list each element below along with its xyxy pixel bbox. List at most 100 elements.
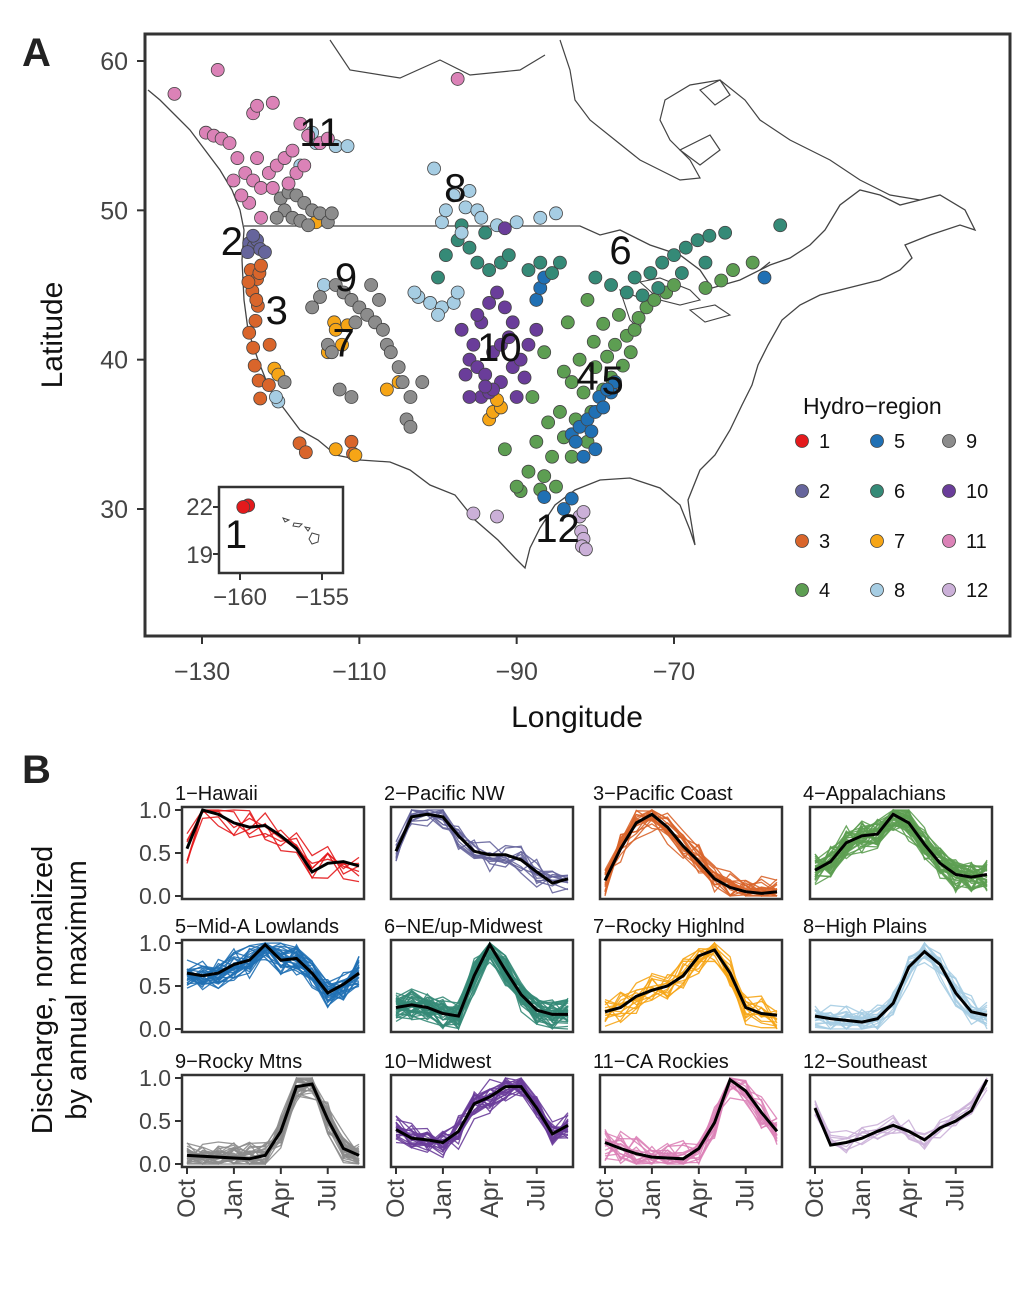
site-point-region-10 [505, 315, 520, 330]
panel-title-1: 1−Hawaii [175, 783, 258, 805]
site-point-region-3 [344, 434, 359, 449]
site-line [395, 1088, 569, 1144]
y-tick-label: 0.5 [139, 973, 171, 999]
site-point-region-7 [335, 337, 349, 352]
x-tick-label: −70 [653, 658, 695, 686]
site-line [395, 808, 569, 888]
site-point-region-10 [470, 307, 485, 322]
hydrograph-3: 3−Pacific Coast [593, 783, 784, 901]
site-point-region-5 [556, 502, 571, 516]
site-line [604, 1082, 778, 1161]
site-point-region-4 [647, 293, 662, 307]
site-line [814, 1089, 988, 1152]
x-tick-label: Jan [429, 1179, 457, 1219]
site-point-region-5 [584, 424, 599, 439]
panel-title-10: 10−Midwest [384, 1051, 492, 1073]
site-point-region-4 [545, 449, 559, 464]
site-point-region-11 [210, 63, 225, 77]
hydrograph-11: 11−CA Rockies Oct Jan Apr Jul [591, 1051, 784, 1219]
y-tick-label: 40 [100, 347, 128, 375]
site-point-region-10 [454, 322, 469, 337]
site-point-region-10 [490, 285, 504, 300]
site-point-region-4 [600, 349, 615, 364]
site-point-region-10 [509, 390, 524, 404]
hydrograph-4: 4−Appalachians [803, 783, 994, 901]
site-point-region-1 [236, 500, 251, 514]
site-point-region-8 [450, 285, 465, 300]
legend-label-7: 7 [894, 531, 905, 553]
site-point-region-3 [249, 293, 264, 307]
site-point-region-8 [431, 307, 445, 322]
site-point-region-8 [509, 215, 524, 230]
site-point-region-12 [576, 505, 591, 519]
arctic-outline [329, 39, 731, 166]
legend-swatch-5 [870, 434, 884, 448]
region-label-8: 8 [444, 166, 466, 210]
site-line [604, 941, 778, 1024]
site-point-region-4 [698, 281, 713, 295]
region-label-6: 6 [609, 229, 631, 273]
site-point-region-4 [576, 385, 591, 400]
site-point-region-11 [285, 143, 300, 158]
site-point-region-9 [324, 345, 339, 360]
x-tick-label: Jul [732, 1179, 760, 1211]
site-point-region-6 [643, 266, 658, 280]
site-point-region-9 [403, 390, 418, 404]
site-point-region-4 [564, 449, 579, 464]
x-axis-title: Longitude [511, 701, 643, 734]
panel-frame [389, 805, 575, 901]
site-point-region-6 [470, 255, 485, 270]
x-tick-label: Oct [591, 1179, 619, 1218]
region-label-12: 12 [535, 507, 580, 551]
site-line [395, 812, 569, 878]
site-point-region-6 [718, 225, 733, 240]
site-point-region-10 [458, 367, 473, 382]
map-frame [143, 32, 1012, 638]
site-point-region-11 [226, 173, 241, 188]
region-label-3: 3 [266, 289, 288, 333]
site-point-region-11 [250, 98, 264, 113]
site-line [814, 819, 988, 893]
legend-swatch-7 [870, 534, 884, 548]
site-point-region-4 [525, 390, 540, 404]
legend-title: Hydro−region [803, 393, 942, 419]
site-point-region-6 [773, 218, 788, 233]
site-point-region-8 [317, 278, 331, 292]
site-point-region-12 [466, 506, 481, 521]
site-point-region-3 [254, 258, 268, 273]
site-point-region-11 [167, 86, 182, 101]
site-point-region-11 [265, 95, 280, 110]
panel-title-2: 2−Pacific NW [384, 783, 505, 805]
legend-label-5: 5 [894, 431, 905, 453]
site-point-region-7 [379, 382, 394, 397]
site-point-region-10 [517, 370, 532, 385]
site-point-region-9 [364, 278, 379, 292]
panel-frame [389, 938, 575, 1034]
legend-swatch-6 [870, 484, 884, 498]
inset-points [236, 498, 256, 514]
site-point-region-10 [521, 337, 536, 352]
panel-title-9: 9−Rocky Mtns [175, 1051, 302, 1073]
y-tick-label: 0.0 [139, 1016, 171, 1042]
x-tick-label: Jul [523, 1179, 551, 1211]
site-point-region-6 [482, 263, 497, 277]
site-point-region-6 [588, 270, 603, 285]
hydrograph-2: 2−Pacific NW [384, 783, 575, 901]
site-point-region-6 [533, 255, 548, 270]
site-line [186, 944, 360, 991]
hydrograph-9: 9−Rocky Mtns 0.0 0.5 1.0 Oct Jan Apr Jul [139, 1051, 366, 1219]
site-point-region-6 [655, 255, 670, 270]
site-point-region-9 [301, 218, 316, 233]
site-point-region-4 [586, 334, 601, 349]
site-line [604, 949, 778, 1030]
site-point-region-6 [678, 240, 693, 255]
site-line [814, 809, 988, 884]
site-point-region-9 [372, 293, 386, 307]
site-point-region-6 [478, 225, 493, 240]
site-point-region-6 [521, 263, 536, 277]
site-point-region-10 [513, 352, 528, 367]
mean-line [186, 942, 360, 995]
site-point-region-4 [537, 345, 552, 360]
mean-line [814, 812, 988, 879]
